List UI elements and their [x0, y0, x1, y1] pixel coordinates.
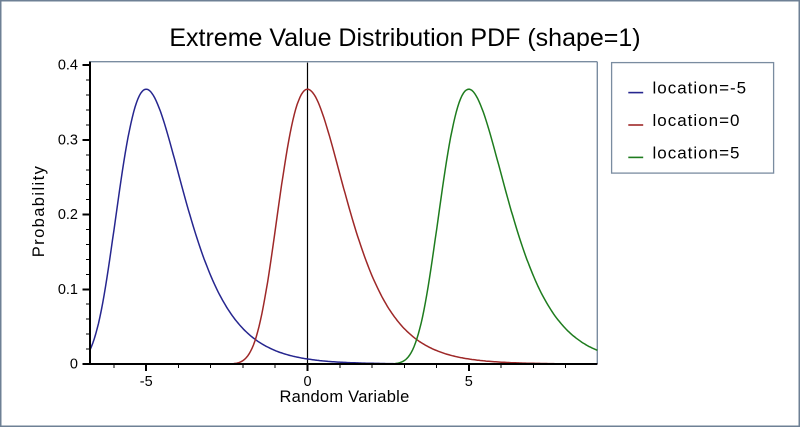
svg-text:0: 0	[70, 357, 78, 373]
svg-text:5: 5	[465, 374, 473, 390]
svg-text:location=5: location=5	[653, 143, 741, 162]
svg-text:Extreme Value Distribution PDF: Extreme Value Distribution PDF (shape=1)	[169, 24, 640, 52]
svg-text:0.4: 0.4	[58, 58, 78, 74]
svg-text:-5: -5	[140, 374, 153, 390]
svg-text:0.3: 0.3	[58, 132, 78, 148]
svg-text:location=0: location=0	[653, 111, 741, 130]
svg-text:Random Variable: Random Variable	[279, 388, 409, 406]
svg-text:0.2: 0.2	[58, 207, 78, 223]
svg-text:Probability: Probability	[30, 165, 48, 257]
svg-text:location=-5: location=-5	[653, 79, 748, 98]
svg-text:0: 0	[303, 374, 311, 390]
svg-text:0.1: 0.1	[58, 282, 78, 298]
